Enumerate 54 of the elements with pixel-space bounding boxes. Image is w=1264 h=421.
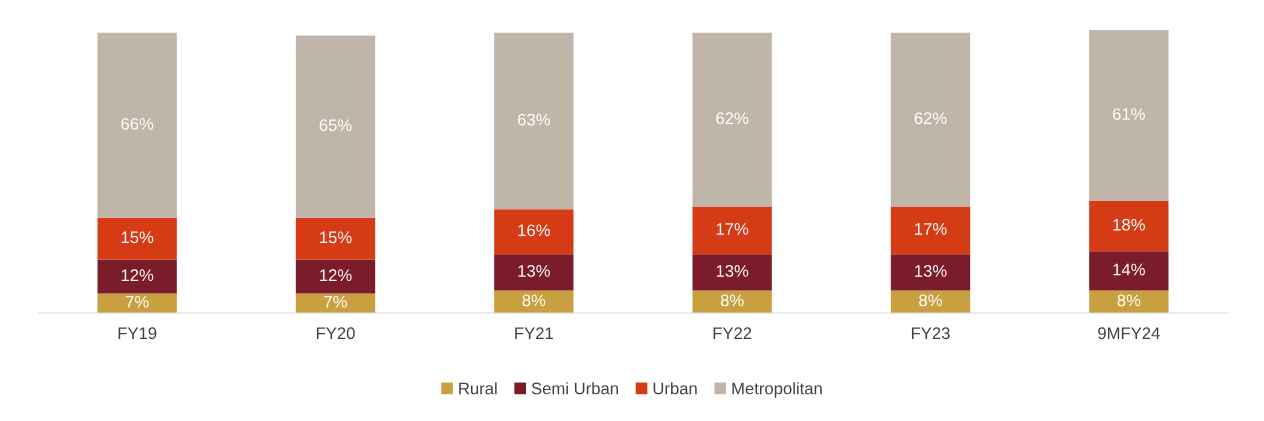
x-tick-label: FY22 (713, 327, 752, 339)
data-label: 66% (121, 117, 154, 130)
bar (295, 217, 376, 260)
legend-label: Semi Urban (531, 382, 618, 395)
data-label: 12% (121, 269, 154, 281)
data-label: 17% (915, 223, 947, 235)
legend-label: Urban (653, 382, 697, 395)
data-label: 62% (716, 112, 749, 125)
data-label: 8% (1117, 294, 1141, 307)
bar (1089, 251, 1169, 291)
bar (692, 206, 772, 255)
data-label: 8% (919, 294, 942, 307)
data-label: 62% (914, 112, 947, 125)
data-label: 63% (518, 113, 550, 126)
bar (692, 254, 772, 291)
data-label: 18% (1113, 218, 1145, 231)
legend-label: Metropolitan (732, 382, 822, 398)
bar (890, 32, 971, 207)
data-label: 8% (522, 294, 546, 307)
bar (295, 293, 376, 313)
bar (1089, 200, 1169, 252)
x-tick-label: 9MFY24 (1098, 327, 1160, 340)
data-label: 12% (320, 269, 352, 281)
data-label: 7% (324, 295, 347, 308)
x-tick-label: FY19 (118, 327, 157, 340)
bar (692, 32, 772, 207)
bar (295, 259, 376, 294)
bar (1089, 30, 1169, 201)
data-label: 13% (716, 265, 749, 277)
data-label: 61% (1113, 108, 1145, 120)
data-label: 15% (320, 231, 352, 244)
bar (97, 259, 177, 294)
bar (494, 209, 574, 255)
data-label: 16% (518, 224, 550, 237)
bar (97, 217, 177, 260)
bar (494, 32, 574, 210)
x-tick-label: FY23 (911, 327, 950, 340)
bar (97, 293, 177, 313)
bar (97, 32, 177, 218)
data-label: 17% (716, 223, 749, 235)
data-label: 65% (319, 119, 352, 132)
bar (890, 206, 971, 255)
bar (890, 254, 971, 291)
x-tick-label: FY21 (515, 327, 553, 339)
x-tick-label: FY20 (316, 327, 355, 340)
data-label: 15% (121, 231, 154, 244)
data-label: 13% (915, 265, 947, 277)
bar (494, 254, 574, 291)
data-label: 7% (125, 295, 149, 308)
legend-label: Rural (459, 382, 497, 395)
data-label: 14% (1113, 263, 1145, 276)
bar (295, 35, 376, 218)
data-label: 13% (518, 265, 550, 277)
data-label: 8% (720, 294, 744, 307)
